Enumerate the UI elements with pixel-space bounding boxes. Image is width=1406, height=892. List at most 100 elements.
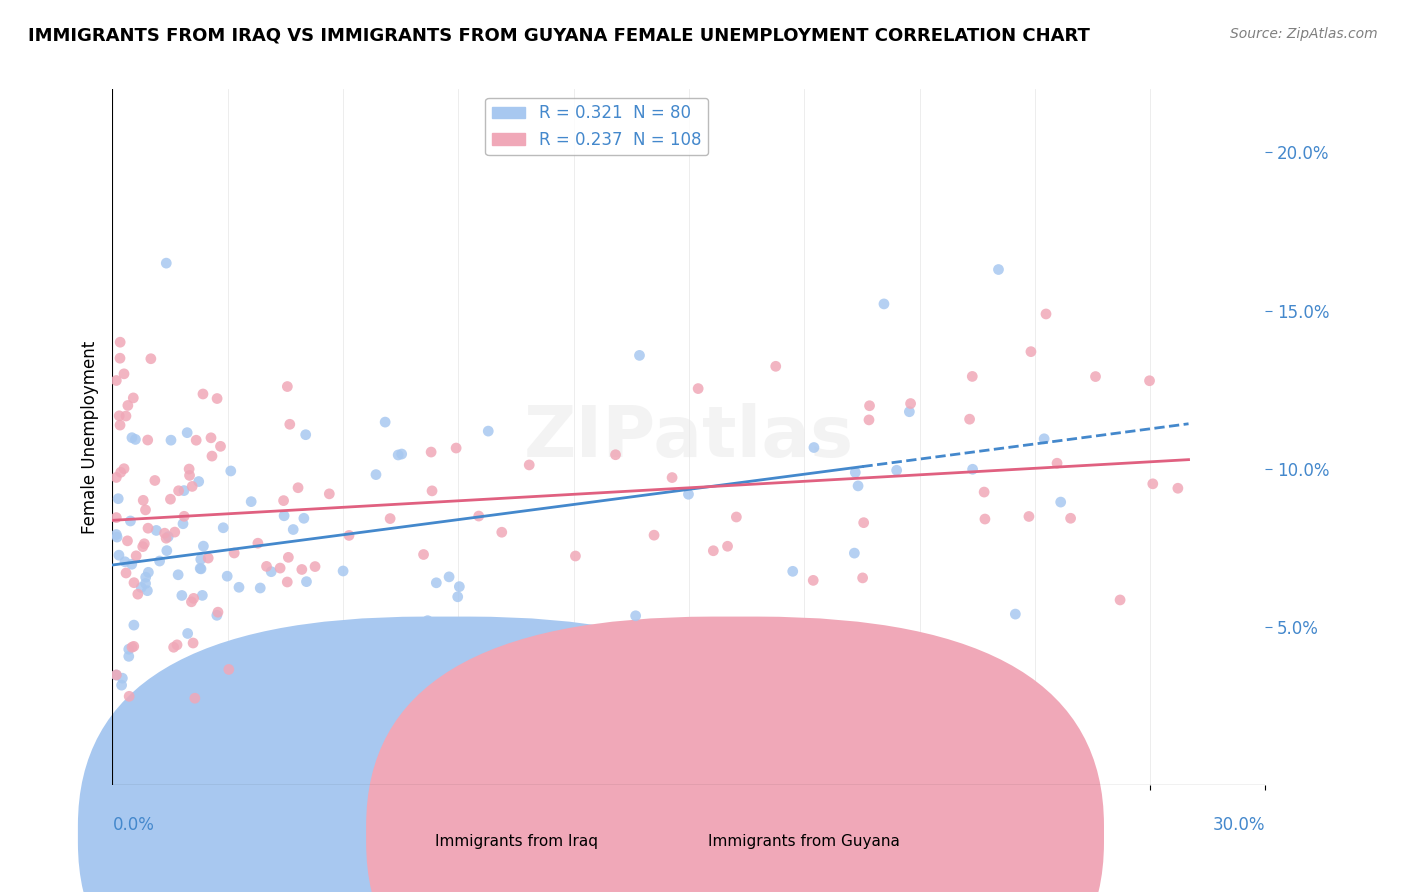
Point [962,462,984,476]
Point [176,425,198,440]
Point [136,433,159,447]
Point [228,580,250,594]
Point [193,539,215,553]
Point [105,530,128,544]
Point [134,503,156,517]
Point [858,399,880,413]
Point [108,548,131,562]
Point [105,527,128,541]
Point [207,605,229,619]
Point [962,369,984,384]
Text: 30.0%: 30.0% [1213,815,1265,833]
Point [1046,456,1069,470]
Point [304,559,326,574]
Point [136,714,159,729]
Point [118,649,141,664]
Point [134,537,156,551]
Point [172,516,194,531]
Point [716,539,738,553]
Point [291,562,314,576]
Point [127,587,149,601]
Point [219,464,242,478]
Y-axis label: Female Unemployment: Female Unemployment [80,341,98,533]
Point [564,549,586,563]
Point [491,525,513,540]
Point [191,387,214,401]
Point [212,521,235,535]
Point [517,458,540,472]
Point [260,565,283,579]
Point [184,691,207,706]
Point [108,335,131,350]
Point [105,510,128,524]
Point [508,670,530,684]
Point [1035,307,1057,321]
Point [374,415,396,429]
Point [186,434,208,448]
Point [256,559,278,574]
Point [205,608,228,623]
Point [702,543,724,558]
Point [337,528,360,542]
Point [136,521,159,535]
Point [725,510,748,524]
Point [108,409,131,423]
Point [159,492,181,507]
Point [132,540,155,554]
Point [391,447,413,461]
Point [110,678,132,692]
Point [295,574,318,589]
Point [187,475,209,489]
Point [332,564,354,578]
Point [1019,344,1042,359]
Text: IMMIGRANTS FROM IRAQ VS IMMIGRANTS FROM GUYANA FEMALE UNEMPLOYMENT CORRELATION C: IMMIGRANTS FROM IRAQ VS IMMIGRANTS FROM … [28,27,1090,45]
Point [974,512,997,526]
Point [180,595,202,609]
Point [205,392,228,406]
Point [1139,374,1161,388]
Point [1049,495,1071,509]
Point [120,514,142,528]
Point [138,566,160,580]
Point [1142,476,1164,491]
Point [420,445,443,459]
FancyBboxPatch shape [366,616,1104,892]
Point [654,633,676,648]
Point [111,671,134,685]
Point [122,640,145,654]
Point [218,662,240,676]
Point [624,608,647,623]
Legend: R = 0.321  N = 80, R = 0.237  N = 108: R = 0.321 N = 80, R = 0.237 N = 108 [485,97,709,155]
Point [269,561,291,575]
Point [1084,369,1107,384]
Text: Immigrants from Iraq: Immigrants from Iraq [434,834,598,848]
Point [107,491,129,506]
Point [661,470,683,484]
Point [132,493,155,508]
Point [197,551,219,566]
Point [149,554,172,568]
Point [115,712,138,726]
Point [153,526,176,541]
Point [108,418,131,433]
Point [167,567,190,582]
Point [135,576,157,591]
Point [145,524,167,538]
Point [378,511,401,525]
Point [217,569,239,583]
Point [114,555,136,569]
Point [688,382,710,396]
Point [278,417,301,432]
Point [605,448,627,462]
Point [277,550,299,565]
Point [166,638,188,652]
Point [852,571,875,585]
Point [294,427,316,442]
Text: ZIPatlas: ZIPatlas [524,402,853,472]
Point [628,348,651,362]
Point [179,468,201,483]
Point [118,690,141,704]
Point [209,439,232,453]
Point [678,487,700,501]
Point [283,523,305,537]
